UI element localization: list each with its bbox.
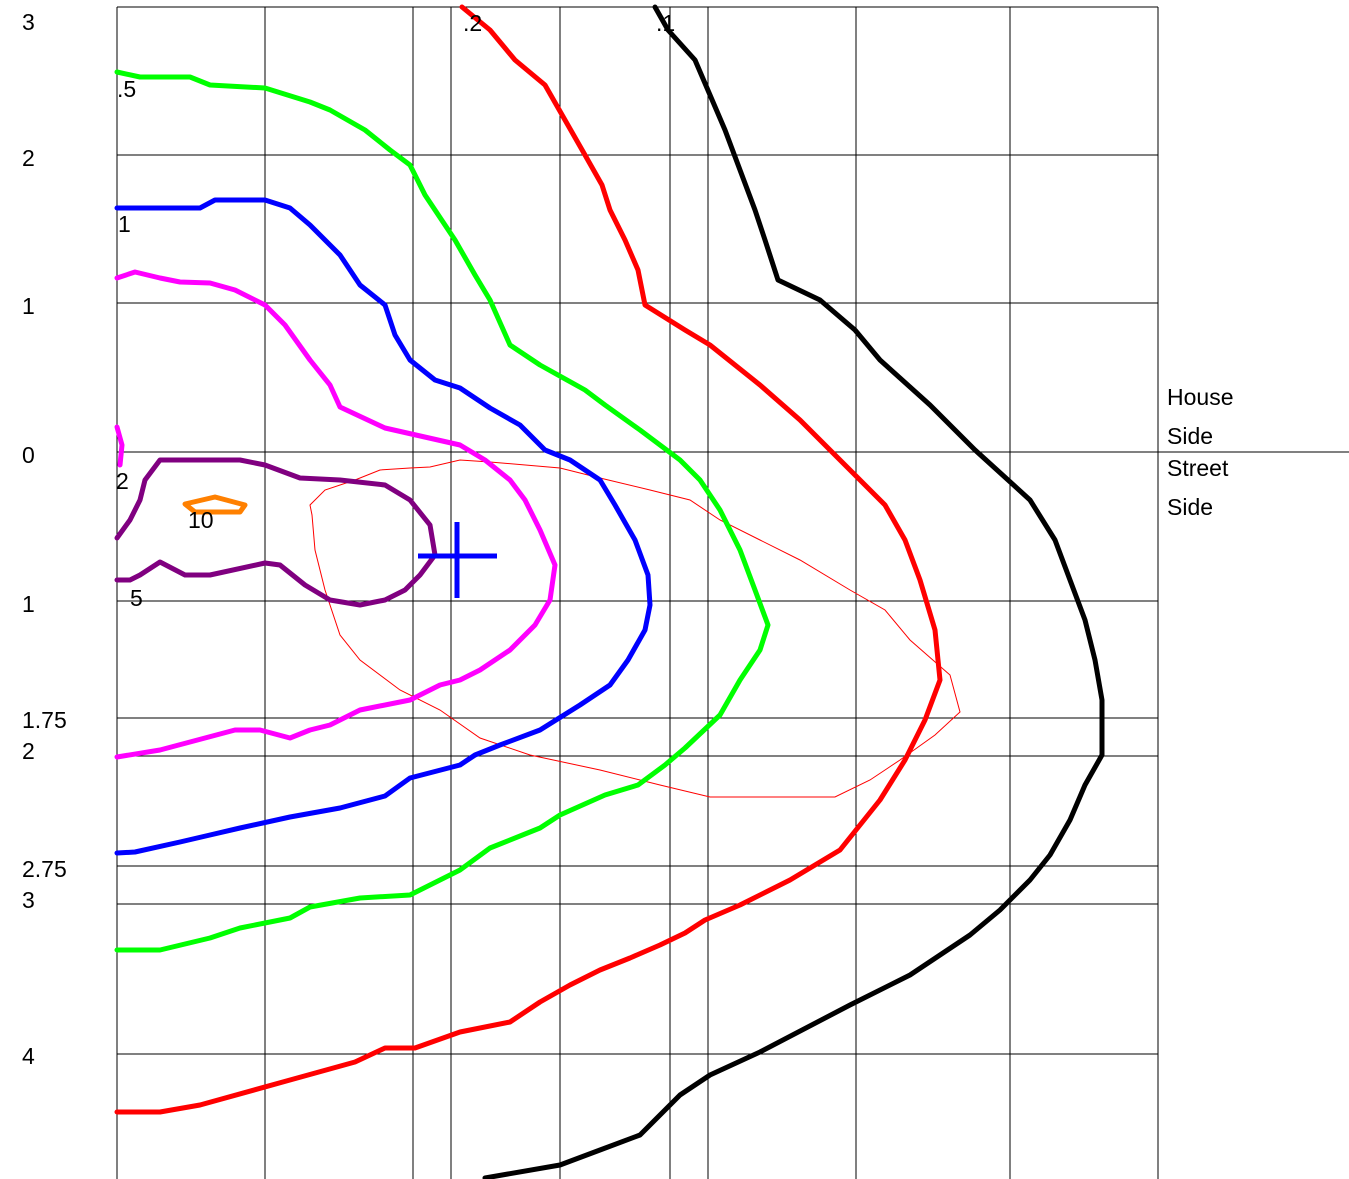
side-label: Side xyxy=(1167,494,1213,520)
y-label: 0 xyxy=(22,442,35,468)
contour-0.1 xyxy=(482,4,1105,1179)
contour-label: 5 xyxy=(130,585,143,611)
y-label: 1 xyxy=(22,293,35,319)
y-label: 2 xyxy=(22,738,35,764)
contour-label: .5 xyxy=(117,76,136,102)
y-label: 1.75 xyxy=(22,707,67,733)
y-labels: 3 2 1 0 1 1.75 2 2.75 3 4 xyxy=(22,9,67,1069)
contour-0.2 xyxy=(114,4,943,1115)
y-label: 3 xyxy=(22,887,35,913)
y-label: 2.75 xyxy=(22,856,67,882)
contour-2-fragment xyxy=(114,424,125,468)
contour-0.5 xyxy=(114,69,771,953)
contour-label: .1 xyxy=(656,10,675,36)
side-label: Street xyxy=(1167,455,1229,481)
contour-label: 10 xyxy=(188,507,214,533)
y-label: 1 xyxy=(22,591,35,617)
side-label: House xyxy=(1167,384,1233,410)
y-label: 3 xyxy=(22,9,35,35)
contour-label: 1 xyxy=(118,211,131,237)
contour-5 xyxy=(114,457,438,608)
y-label: 4 xyxy=(22,1043,35,1069)
contour-labels: .2 .1 .5 1 2 10 5 xyxy=(116,10,675,611)
contour-label: 2 xyxy=(116,468,129,494)
outline-region xyxy=(309,459,961,798)
source-marker xyxy=(418,522,497,598)
side-label: Side xyxy=(1167,423,1213,449)
y-label: 2 xyxy=(22,145,35,171)
contour-10 xyxy=(182,494,248,515)
contour-label: .2 xyxy=(463,10,482,36)
side-labels: House Side Street Side xyxy=(1167,384,1233,520)
grid xyxy=(116,6,1349,1179)
contour-1 xyxy=(114,197,653,856)
contour-2 xyxy=(114,269,558,760)
